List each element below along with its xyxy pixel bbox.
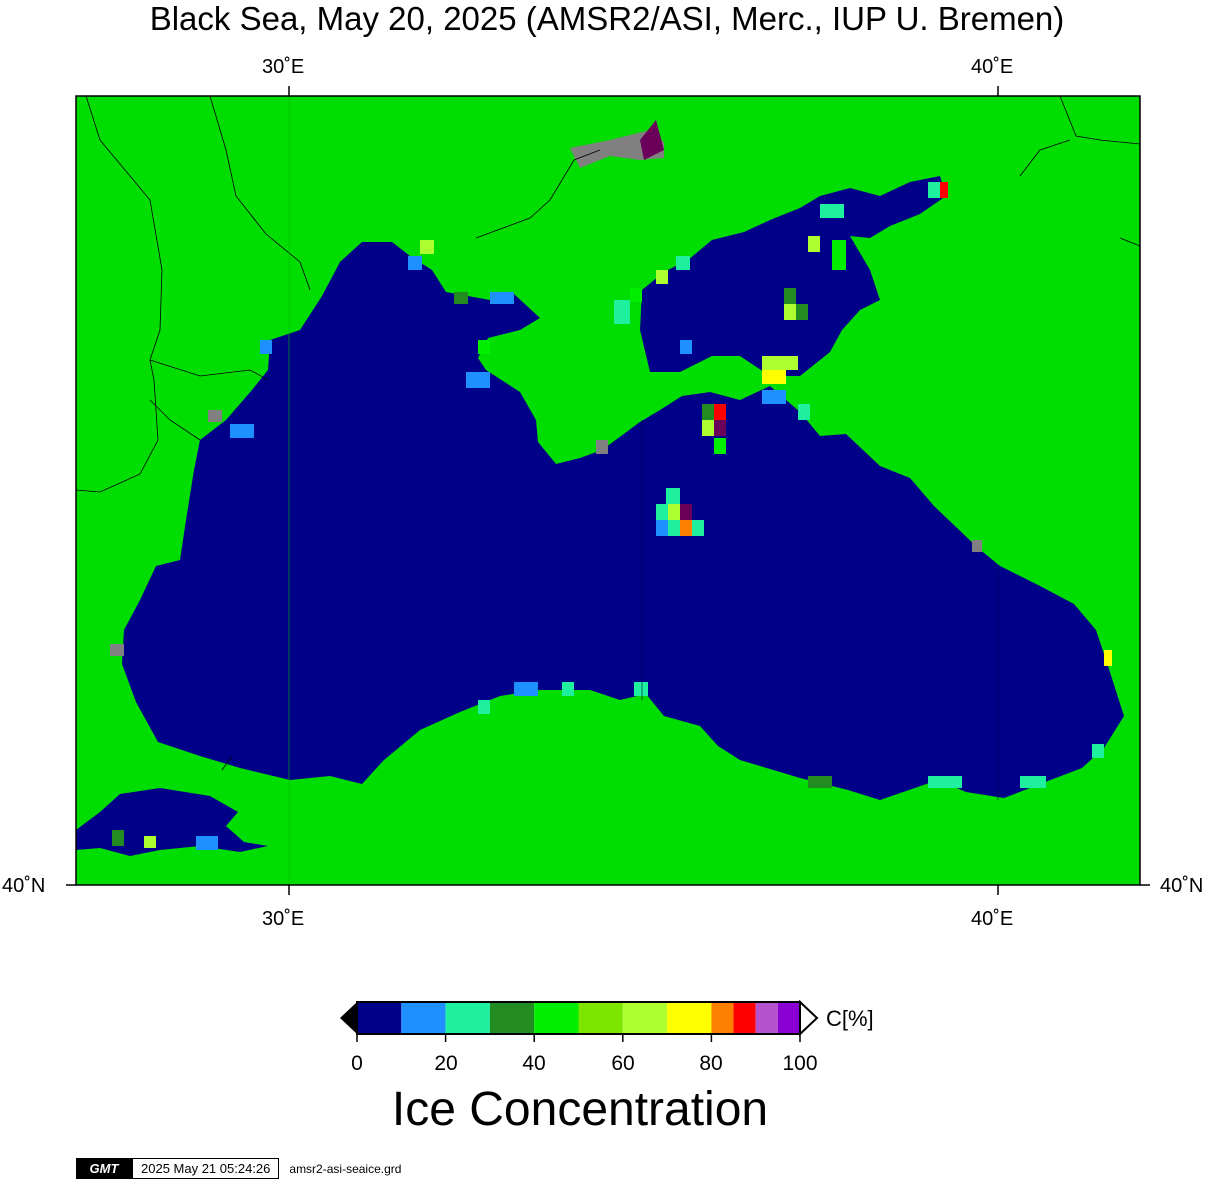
kerch-delta-patch	[640, 120, 664, 160]
x-tick-bottom-40e: 40˚E	[971, 908, 1014, 930]
frame-ticks	[66, 86, 1150, 895]
x-tick-top-40e: 40˚E	[971, 56, 1014, 78]
colorbar-bin	[711, 1002, 734, 1034]
colorbar-unit: C[%]	[826, 1006, 874, 1031]
colorbar-tick-label: 100	[782, 1052, 818, 1075]
colorbar-bin	[401, 1002, 446, 1034]
colorbar-bin	[622, 1002, 668, 1034]
colorbar-tick-label: 20	[434, 1052, 458, 1075]
colorbar-bin	[755, 1002, 778, 1034]
sea-of-azov-water	[640, 176, 946, 376]
map-title: Black Sea, May 20, 2025 (AMSR2/ASI, Merc…	[149, 0, 1065, 37]
colorbar-ticks	[356, 1034, 801, 1042]
gmt-timestamp: 2025 May 21 05:24:26	[132, 1158, 280, 1179]
black-sea-water	[122, 242, 1124, 800]
gmt-footer: GMT 2025 May 21 05:24:26 amsr2-asi-seaic…	[76, 1158, 401, 1179]
colorbar-tick-label: 0	[351, 1052, 363, 1075]
colorbar-bins	[357, 1002, 800, 1034]
country-borders	[75, 95, 1141, 771]
colorbar-bin	[357, 1002, 402, 1034]
ice-pixels	[112, 182, 1112, 850]
colorbar-high-triangle	[799, 999, 819, 1037]
colorbar-bin	[534, 1002, 579, 1034]
colorbar-bin	[733, 1002, 756, 1034]
x-tick-bottom-30e: 30˚E	[262, 908, 305, 930]
map-frame	[75, 95, 1141, 886]
colorbar-tick-label: 40	[522, 1052, 546, 1075]
colorbar-low-triangle	[340, 1002, 357, 1034]
colorbar-tick-label: 60	[611, 1052, 635, 1075]
y-tick-left-40n: 40˚N	[2, 875, 46, 897]
colorbar-bin	[489, 1002, 535, 1034]
colorbar-frame	[356, 1001, 801, 1035]
meridians	[288, 96, 999, 885]
colorbar	[340, 999, 819, 1042]
colorbar-bin	[667, 1002, 712, 1034]
colorbar-bin	[445, 1002, 490, 1034]
colorbar-bin	[578, 1002, 623, 1034]
colorbar-tick-label: 80	[699, 1052, 723, 1075]
x-tick-top-30e: 30˚E	[262, 56, 305, 78]
gmt-logo: GMT	[76, 1158, 132, 1179]
colorbar-bin	[777, 1002, 800, 1034]
y-tick-right-40n: 40˚N	[1160, 875, 1204, 897]
colorbar-title: Ice Concentration	[391, 1083, 769, 1136]
gmt-filename: amsr2-asi-seaice.grd	[289, 1161, 402, 1176]
map-area	[66, 86, 1150, 895]
